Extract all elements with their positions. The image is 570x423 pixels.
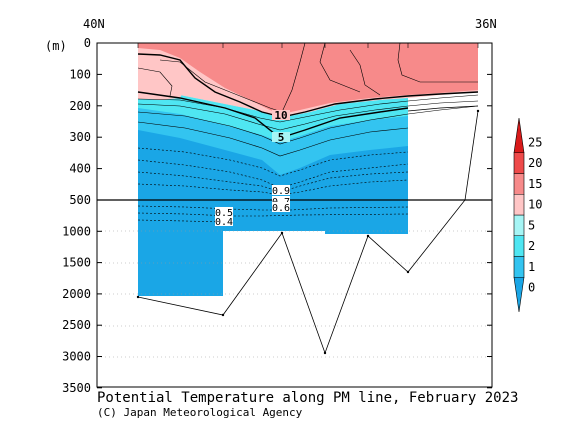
contour-label: 10 <box>274 109 287 122</box>
station-marker <box>366 234 370 238</box>
colorbar-label: 0 <box>528 281 535 295</box>
colorbar-label: 25 <box>528 135 542 149</box>
deep-region-west <box>138 200 223 296</box>
contour-line <box>137 67 173 97</box>
dotted-contour <box>137 147 409 177</box>
colorbar-swatch <box>513 193 525 216</box>
contour-line <box>349 49 381 96</box>
colorbar-label: 20 <box>528 156 542 170</box>
y-tick-label: 0 <box>84 36 91 50</box>
east-shelf-line <box>407 105 479 112</box>
colorbar-label: 2 <box>528 239 535 253</box>
plot-frame <box>96 42 493 388</box>
contour-label: 5 <box>278 131 285 144</box>
contour-label-bg <box>272 132 290 142</box>
bottom-topography <box>137 110 479 355</box>
dotted-contour <box>137 179 409 196</box>
station-marker <box>280 231 284 235</box>
y-axis-ticks: 0 100 200 300 400 500 1000 1500 2000 2500 3000 3500 <box>62 36 492 395</box>
colorbar-swatch <box>513 256 525 278</box>
y-tick-label: 2500 <box>62 318 91 332</box>
colorbar-label: 15 <box>528 177 542 191</box>
contour-line <box>281 43 306 113</box>
contour-label-bg <box>215 207 233 217</box>
dotted-contour <box>137 219 226 223</box>
colorbar-swatch <box>513 276 525 313</box>
colorbar-swatch <box>513 173 525 195</box>
y-tick-label: 2000 <box>62 287 91 301</box>
y-tick-label: 200 <box>69 99 91 113</box>
y-tick-label: 300 <box>69 130 91 144</box>
contour-label-bg <box>215 216 233 226</box>
colorbar-swatch <box>513 152 525 174</box>
y-tick-label: 100 <box>69 67 91 81</box>
contour-label: 0.9 <box>272 186 290 197</box>
station-marker <box>406 270 410 274</box>
contour-label: 0.4 <box>215 217 233 228</box>
contour-line <box>137 121 409 157</box>
y-tick-label: 1500 <box>62 256 91 270</box>
colorbar-swatch <box>513 235 525 257</box>
contour-label-bg <box>272 196 290 206</box>
colorbar-label: 5 <box>528 218 535 232</box>
contour-label: 0.6 <box>272 203 290 214</box>
dotted-contour <box>137 205 409 211</box>
x-label-west: 40N <box>83 17 105 31</box>
y-axis-label: (m) <box>45 39 67 53</box>
y-tick-label: 1000 <box>62 224 91 238</box>
chart-title: Potential Temperature along PM line, Feb… <box>97 390 518 406</box>
station-marker <box>323 351 327 355</box>
contour-label: 0.5 <box>215 208 233 219</box>
contour-line <box>397 43 478 83</box>
contour-label-bg <box>272 202 290 212</box>
y-tick-label: 3000 <box>62 350 91 364</box>
deep-region-east <box>325 200 408 234</box>
pink-lens <box>138 56 185 100</box>
contour-line <box>159 59 283 113</box>
contour-label-bg <box>272 185 290 195</box>
station-marker <box>136 295 140 299</box>
colorbar-label: 10 <box>528 198 542 212</box>
contour-line <box>319 43 361 93</box>
credit: (C) Japan Meteorological Agency <box>97 406 303 419</box>
station-marker <box>221 313 225 317</box>
y-tick-label: 3500 <box>62 381 91 395</box>
contour-line <box>137 100 479 131</box>
station-marker <box>476 109 480 113</box>
band-15-20 <box>138 43 478 114</box>
contour-line <box>137 105 479 145</box>
dotted-contour <box>137 212 409 217</box>
colorbar-swatch <box>513 214 525 237</box>
colorbar-label: 1 <box>528 260 535 274</box>
contour-label-bg <box>272 110 290 120</box>
colorbar-swatch <box>513 117 525 154</box>
y-tick-label: 400 <box>69 162 91 176</box>
x-label-east: 36N <box>475 17 497 31</box>
y-tick-label: 500 <box>69 193 91 207</box>
